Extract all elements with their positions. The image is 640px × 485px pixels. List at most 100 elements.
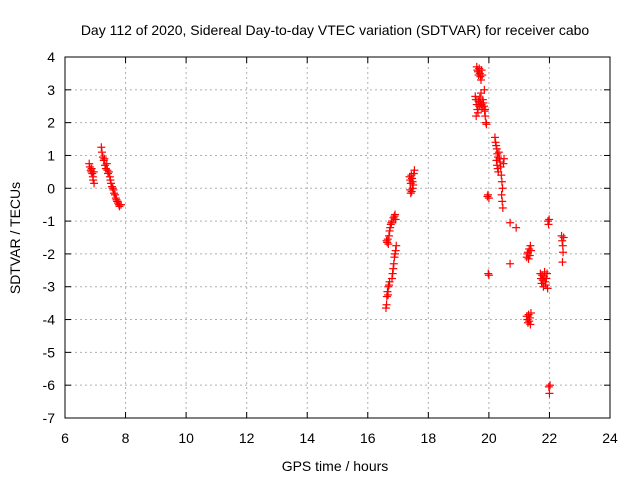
data-point [477, 75, 486, 84]
data-point [484, 271, 493, 280]
data-point [407, 174, 416, 183]
data-point [484, 269, 493, 278]
data-point [558, 236, 567, 245]
data-point [406, 189, 415, 198]
data-point [480, 105, 489, 114]
y-tick-label: -7 [43, 410, 56, 426]
data-point [526, 308, 535, 317]
data-point [545, 389, 554, 398]
data-point [537, 279, 546, 288]
data-point [90, 179, 99, 188]
x-tick-label: 12 [239, 430, 255, 446]
data-point [544, 382, 553, 391]
data-point [89, 176, 98, 185]
data-point [477, 66, 486, 75]
data-point [112, 195, 121, 204]
data-point [541, 281, 550, 290]
data-point [382, 300, 391, 309]
data-point [385, 226, 394, 235]
data-point [113, 197, 122, 206]
data-point [490, 133, 499, 142]
data-point [110, 189, 119, 198]
data-point [482, 120, 491, 129]
data-point [389, 264, 398, 273]
data-point [103, 166, 112, 175]
data-point [384, 282, 393, 291]
data-point [524, 254, 533, 263]
data-point [473, 67, 482, 76]
data-point [89, 167, 98, 176]
y-tick-label: -3 [43, 279, 56, 295]
data-point [494, 148, 503, 157]
data-point [526, 241, 535, 250]
data-point [391, 246, 400, 255]
data-point [497, 171, 506, 180]
data-point [100, 154, 109, 163]
y-tick-label: -4 [43, 312, 56, 328]
data-point [543, 269, 552, 278]
x-tick-label: 14 [299, 430, 315, 446]
data-point [384, 281, 393, 290]
y-tick-label: 0 [47, 180, 55, 196]
x-tick-label: 8 [122, 430, 130, 446]
data-point [387, 218, 396, 227]
x-tick-label: 6 [61, 430, 69, 446]
data-point [410, 166, 419, 175]
data-point [88, 169, 97, 178]
data-point [102, 159, 111, 168]
data-point [492, 141, 501, 150]
y-tick-label: 2 [47, 115, 55, 131]
data-point [392, 241, 401, 250]
data-point [545, 215, 554, 224]
data-point [104, 167, 113, 176]
data-point [111, 194, 120, 203]
data-point [471, 92, 480, 101]
data-point [110, 190, 119, 199]
x-tick-label: 24 [602, 430, 618, 446]
y-tick-label: -1 [43, 213, 56, 229]
data-point [498, 197, 507, 206]
data-point [512, 223, 521, 232]
data-point [384, 290, 393, 299]
y-tick-label: -2 [43, 246, 56, 262]
data-point [493, 149, 502, 158]
data-point [97, 148, 106, 157]
data-point [115, 202, 124, 211]
data-point [526, 246, 535, 255]
data-point [559, 233, 568, 242]
data-point [493, 153, 502, 162]
y-tick-label: -5 [43, 344, 56, 360]
data-point [506, 218, 515, 227]
data-point [497, 190, 506, 199]
data-point [506, 259, 515, 268]
y-axis-label: SDTVAR / TECUs [7, 182, 23, 294]
data-point [481, 118, 490, 127]
data-point [388, 217, 396, 226]
data-point [390, 212, 399, 221]
data-point [484, 194, 493, 203]
data-points [85, 62, 568, 398]
data-point [386, 220, 395, 229]
data-point [384, 240, 393, 249]
data-point [85, 159, 94, 168]
data-point [525, 313, 534, 322]
data-point [498, 184, 507, 193]
data-point [558, 258, 567, 267]
plot-frame [64, 56, 611, 419]
data-point [407, 187, 416, 196]
data-point [108, 184, 117, 193]
data-point [109, 185, 118, 194]
data-point [500, 154, 509, 163]
data-point [477, 89, 486, 98]
x-tick-label: 10 [178, 430, 194, 446]
data-point [100, 161, 109, 170]
data-point [384, 231, 393, 240]
chart-title: Day 112 of 2020, Sidereal Day-to-day VTE… [81, 22, 590, 38]
y-tick-label: 3 [47, 82, 55, 98]
data-point [386, 223, 395, 232]
data-point [476, 72, 485, 81]
data-point [499, 159, 508, 168]
data-point [107, 182, 116, 191]
